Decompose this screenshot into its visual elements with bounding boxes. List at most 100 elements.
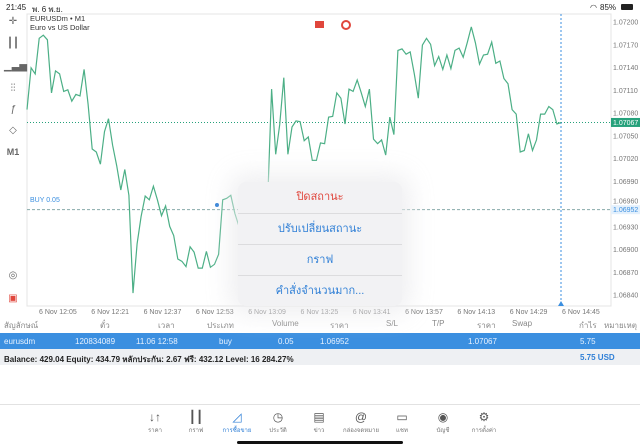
x-tick-label: 6 Nov 13:09 [248,309,286,316]
x-tick-label: 6 Nov 14:29 [510,309,548,316]
row-ticket: 120834089 [75,337,116,346]
x-tick-label: 6 Nov 13:41 [353,309,391,316]
tab-settings[interactable]: ⚙ การตั้งค่า [464,409,504,435]
status-time: 21:45 [6,3,27,12]
chart-search-icon[interactable]: ◎ [8,270,18,281]
col-type[interactable]: ประเภท [207,321,234,330]
tab-chat[interactable]: ▭ แชท [382,409,422,435]
bid-price-tag-text: 1.07067 [613,120,638,127]
y-tick-label: 1.06870 [613,270,638,277]
col-time[interactable]: เวลา [158,321,175,330]
tab-quotes[interactable]: ↓↑ ราคา [135,409,175,435]
trade-icon[interactable]: ▣ [8,293,18,304]
y-tick-label: 1.06900 [613,247,638,254]
x-tick-label: 6 Nov 13:57 [405,309,443,316]
menu-chart[interactable]: กราฟ [238,244,402,275]
chat-icon: ▭ [396,410,408,424]
chart-description: Euro vs US Dollar [30,23,90,32]
col-profit[interactable]: กำไร [579,321,597,330]
col-open-price[interactable]: ราคา [330,321,349,330]
y-tick-label: 1.06840 [613,293,638,300]
trade-chart-icon: ◿ [232,410,242,424]
y-tick-label: 1.07140 [613,65,638,72]
entry-marker [215,203,219,207]
y-tick-label: 1.06930 [613,224,638,231]
y-tick-label: 1.07050 [613,133,638,140]
x-tick-label: 6 Nov 12:37 [144,309,182,316]
y-tick-label: 1.07170 [613,42,638,49]
col-sl[interactable]: S/L [386,319,399,328]
chart-symbol[interactable]: EURUSDm • M1 [30,14,85,23]
tab-trade[interactable]: ◿ การซื้อขาย [217,409,257,435]
bottom-tab-bar: ↓↑ ราคา ┃┃ กราฟ ◿ การซื้อขาย ◷ ประวัติ ▤ ข่าว… [0,404,640,447]
buy-line-label: BUY 0.05 [30,197,60,204]
x-tick-label: 6 Nov 12:21 [91,309,129,316]
row-open-price: 1.06952 [320,337,349,346]
quotes-icon: ↓↑ [149,410,161,424]
indicators-icon[interactable]: ▁▃▅ [4,61,28,72]
candlestick-icon[interactable]: ┃┃ [6,38,20,49]
row-symbol: eurusdm [4,337,36,346]
row-price: 1.07067 [468,337,497,346]
col-tp[interactable]: T/P [432,319,445,328]
row-type: buy [219,337,232,346]
y-tick-label: 1.06960 [613,199,638,206]
buy-price-tag [611,205,640,215]
account-icon: ◉ [437,410,449,424]
tab-account[interactable]: ◉ บัญชี [423,409,463,435]
y-tick-label: 1.07200 [613,20,638,27]
col-symbol[interactable]: สัญลักษณ์ [4,321,39,330]
col-ticket[interactable]: ตั๋ว [100,321,110,330]
gear-icon: ⚙ [478,410,490,424]
balance-summary: Balance: 429.04 Equity: 434.79 หลักประกั… [4,355,294,364]
y-tick-label: 1.07020 [613,156,638,163]
x-tick-label: 6 Nov 14:13 [457,309,495,316]
signal-icon[interactable] [341,20,351,30]
y-tick-label: 1.07080 [613,111,638,118]
position-row[interactable]: eurusdm 120834089 11.06 12:58 buy 0.05 1… [0,333,640,349]
history-icon: ◷ [272,410,284,424]
buy-price-tag-text: 1.06952 [613,207,638,214]
price-series-line [26,26,562,294]
balance-bar: Balance: 429.04 Equity: 434.79 หลักประกั… [0,349,640,365]
candles-icon: ┃┃ [188,410,204,424]
status-bar: 21:45 พ. 6 พ.ย. ◠ 85% [0,0,640,14]
col-volume[interactable]: Volume [272,319,299,328]
x-tick-label: 6 Nov 12:05 [39,309,77,316]
row-profit: 5.75 [580,337,596,346]
battery-icon [621,4,633,10]
tab-news[interactable]: ▤ ข่าว [299,409,339,435]
x-tick-label: 6 Nov 14:45 [562,309,600,316]
row-time: 11.06 12:58 [136,337,178,346]
cursor-handle-icon[interactable] [558,301,564,306]
context-menu: ปิดสถานะ ปรับเปลี่ยนสถานะ กราฟ คำสั่งจำน… [238,182,402,306]
col-price[interactable]: ราคา [477,321,496,330]
tab-chart[interactable]: ┃┃ กราฟ [176,409,216,435]
news-icon: ▤ [313,410,325,424]
shapes-icon[interactable]: ◇ [9,125,17,136]
status-date: พ. 6 พ.ย. [32,5,63,14]
wifi-icon: ◠ [590,3,597,12]
y-tick-label: 1.06990 [613,179,638,186]
row-volume: 0.05 [278,337,294,346]
x-tick-label: 6 Nov 13:25 [301,309,339,316]
tab-mailbox[interactable]: @ กล่องจดหมาย [342,410,380,434]
menu-modify-position[interactable]: ปรับเปลี่ยนสถานะ [238,213,402,244]
home-indicator[interactable] [237,441,403,444]
crosshair-icon[interactable]: ✛ [8,16,18,27]
col-swap[interactable]: Swap [512,319,533,328]
timeframe-button[interactable]: M1 [6,147,20,157]
one-click-trading-icon[interactable] [315,21,324,28]
function-icon[interactable]: ƒ [10,104,16,115]
price-chart[interactable]: 1.07200 1.07170 1.07140 1.07110 1.07080 1.070… [0,0,640,316]
at-icon: @ [354,410,368,424]
x-tick-label: 6 Nov 12:53 [196,309,234,316]
total-profit: 5.75 USD [580,353,615,362]
col-comment[interactable]: หมายเหตุ [604,321,637,330]
bid-price-tag [611,117,640,127]
y-tick-label: 1.07110 [613,88,638,95]
menu-close-position[interactable]: ปิดสถานะ [296,191,344,203]
sliders-icon[interactable]: ⫶⫶ [10,83,16,94]
tab-history[interactable]: ◷ ประวัติ [258,409,298,435]
menu-bulk-operations[interactable]: คำสั่งจำนวนมาก... [238,275,402,306]
